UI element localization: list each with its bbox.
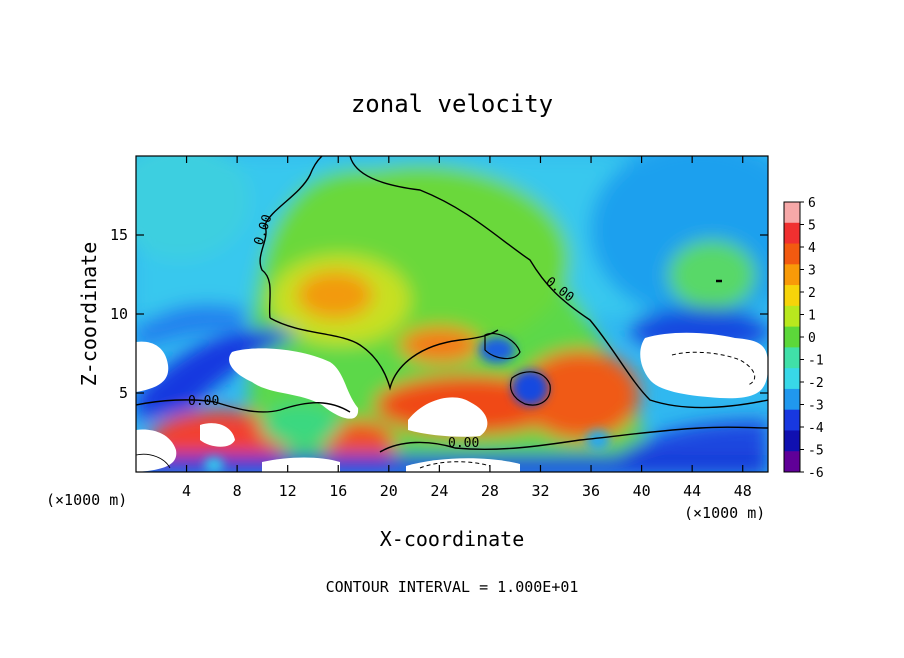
x-tick-label: 44 <box>683 482 701 500</box>
x-tick-label: 12 <box>279 482 297 500</box>
contour-label: 0.00 <box>448 436 479 451</box>
colorbar-swatch <box>784 326 800 348</box>
colorbar-label: -4 <box>808 421 824 436</box>
y-tick-label: 15 <box>110 226 128 244</box>
x-axis: 4 8 12 16 20 24 28 32 36 40 44 48 <box>182 156 752 500</box>
colorbar-swatch <box>784 264 800 286</box>
plot-area <box>136 156 768 472</box>
colorbar-swatch <box>784 430 800 452</box>
x-tick-label: 24 <box>430 482 448 500</box>
chart-title: zonal velocity <box>351 90 553 118</box>
y-tick-label: 10 <box>110 305 128 323</box>
colorbar-label: -3 <box>808 399 824 414</box>
y-axis: 5 10 15 <box>110 226 768 402</box>
colorbar-swatch <box>784 347 800 369</box>
x-tick-label: 28 <box>481 482 499 500</box>
x-tick-label: 20 <box>380 482 398 500</box>
colorbar-label: 6 <box>808 196 816 211</box>
colorbar-swatch <box>784 388 800 411</box>
colorbar-swatch <box>784 243 800 265</box>
colorbar-label: -5 <box>808 444 824 459</box>
x-tick-label: 32 <box>531 482 549 500</box>
velocity-detail <box>204 337 610 472</box>
x-tick-label: 48 <box>734 482 752 500</box>
colorbar-label: -1 <box>808 354 824 369</box>
x-tick-label: 36 <box>582 482 600 500</box>
velocity-field <box>136 156 768 472</box>
colorbar-label: 1 <box>808 309 816 324</box>
x-axis-label: X-coordinate <box>380 527 525 551</box>
colorbar-label: 4 <box>808 241 816 256</box>
x-tick-label: 8 <box>233 482 242 500</box>
colorbar-label: 2 <box>808 286 816 301</box>
y-axis-label: Z-coordinate <box>77 242 101 387</box>
x-tick-label: 16 <box>329 482 347 500</box>
colorbar-swatch <box>784 305 800 328</box>
colorbar-label: 0 <box>808 331 816 346</box>
colorbar-swatch <box>784 285 800 307</box>
contour-interval-note: CONTOUR INTERVAL = 1.000E+01 <box>326 578 579 596</box>
colorbar-label: 3 <box>808 264 816 279</box>
x-tick-label: 40 <box>633 482 651 500</box>
colorbar-label: -6 <box>808 466 824 481</box>
y-tick-label: 5 <box>119 384 128 402</box>
colorbar: 6 5 4 3 2 1 0 -1 -2 -3 -4 -5 -6 <box>783 196 824 481</box>
colorbar-swatch <box>784 202 800 224</box>
colorbar-label: 5 <box>808 219 816 234</box>
x-tick-label: 4 <box>182 482 191 500</box>
colorbar-swatch <box>784 409 800 431</box>
contour-label: 0.00 <box>188 394 219 409</box>
colorbar-swatch <box>784 451 800 473</box>
masked-regions <box>136 332 768 472</box>
x-unit-right: (×1000 m) <box>684 504 765 522</box>
colorbar-label: -2 <box>808 376 824 391</box>
contour-lines <box>136 156 768 469</box>
colorbar-swatch <box>784 368 800 390</box>
colorbar-swatch <box>784 222 800 245</box>
x-unit-left: (×1000 m) <box>46 491 127 509</box>
